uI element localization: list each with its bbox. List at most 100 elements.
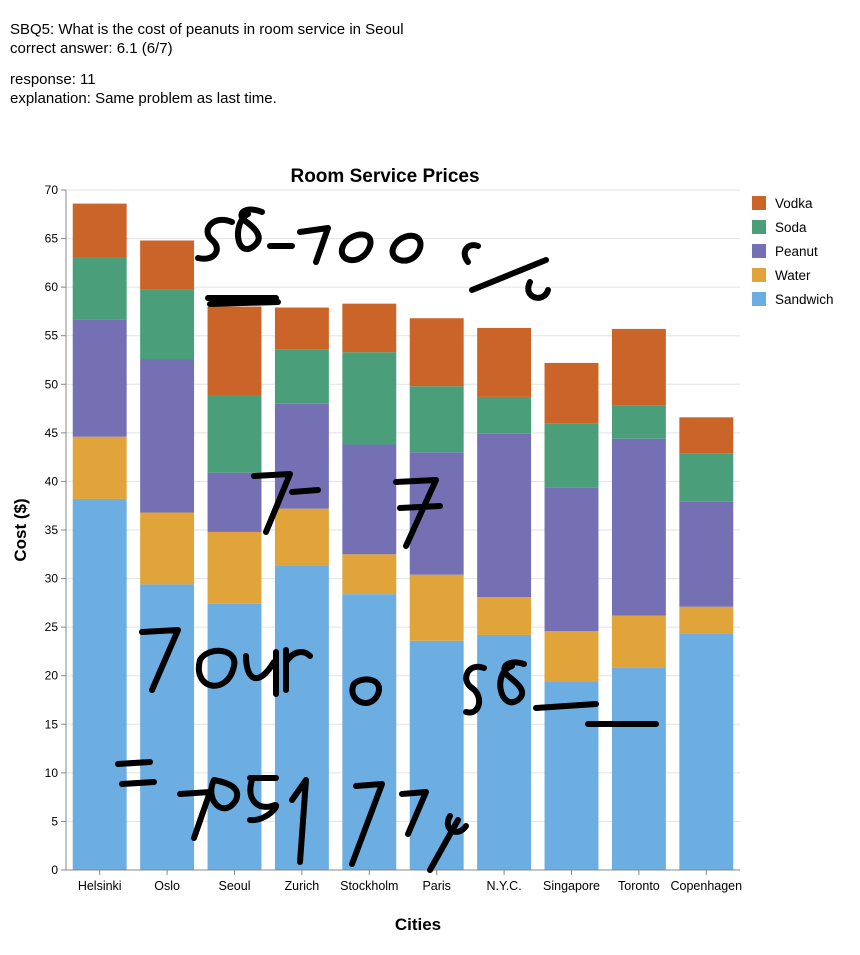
scribble-7-out-of-58 [139, 627, 659, 727]
scribble-equals-percent [115, 759, 469, 873]
bar-segment-water [611, 615, 666, 668]
bar-segment-sandwich [679, 633, 734, 870]
bar-segment-water [544, 631, 599, 682]
y-tick-label: 5 [51, 814, 58, 828]
bar-segment-vodka [544, 362, 599, 424]
bar-segment-peanut [72, 319, 127, 437]
scribble-7-7 [251, 471, 443, 549]
y-tick-label: 35 [45, 523, 59, 537]
y-tick-label: 65 [45, 232, 59, 246]
legend-swatch-vodka [752, 196, 766, 210]
bar-segment-soda [72, 257, 127, 320]
legend-label-peanut: Peanut [775, 244, 818, 259]
bar-segment-soda [274, 349, 329, 404]
scribble-58-percent [195, 206, 551, 301]
legend-label-sandwich: Sandwich [775, 292, 834, 307]
legend-swatch-sandwich [752, 292, 766, 306]
x-tick-label: Stockholm [340, 879, 398, 893]
bar-segment-sandwich [544, 681, 599, 870]
x-axis-title: Cities [395, 915, 441, 934]
bar-segment-soda [611, 405, 666, 439]
y-tick-label: 70 [45, 183, 59, 197]
legend-label-water: Water [775, 268, 811, 283]
legend-swatch-soda [752, 220, 766, 234]
scribble-peanut-line [205, 295, 281, 307]
bar-segment-soda [409, 386, 464, 453]
response-block: response: 11 explanation: Same problem a… [10, 70, 277, 108]
bar-segment-soda [342, 352, 397, 445]
bar-segment-water [477, 597, 532, 635]
bar-segment-vodka [477, 327, 532, 397]
y-axis-title: Cost ($) [11, 498, 30, 561]
x-tick-label: Helsinki [78, 879, 122, 893]
y-tick-label: 40 [45, 474, 59, 488]
bar-segment-water [274, 508, 329, 566]
x-tick-label: Toronto [618, 879, 660, 893]
bar-segment-vodka [679, 417, 734, 454]
bar-segment-peanut [207, 472, 262, 532]
bar-segment-water [342, 554, 397, 595]
bar-segment-soda [207, 395, 262, 473]
legend-label-vodka: Vodka [775, 196, 813, 211]
x-tick-label: Paris [422, 879, 450, 893]
y-tick-label: 55 [45, 329, 59, 343]
bar-segment-sandwich [72, 498, 127, 870]
bar-segment-soda [140, 289, 195, 360]
bar-segment-water [207, 531, 262, 604]
x-tick-label: Singapore [543, 879, 600, 893]
explanation-text: explanation: Same problem as last time. [10, 90, 277, 107]
x-tick-label: Seoul [219, 879, 251, 893]
bar-segment-soda [477, 396, 532, 434]
bar-segment-vodka [274, 307, 329, 350]
bar-segment-vodka [342, 303, 397, 353]
question-block: SBQ5: What is the cost of peanuts in roo… [10, 20, 404, 58]
bar-segment-vodka [409, 318, 464, 387]
bar-segment-peanut [342, 444, 397, 555]
legend-swatch-peanut [752, 244, 766, 258]
bar-segment-sandwich [207, 603, 262, 870]
bar-segment-peanut [611, 438, 666, 616]
y-tick-label: 60 [45, 280, 59, 294]
y-tick-label: 45 [45, 426, 59, 440]
bar-segment-peanut [679, 501, 734, 607]
x-tick-label: Oslo [154, 879, 180, 893]
x-tick-label: Zurich [285, 879, 320, 893]
bar-segment-sandwich [409, 640, 464, 870]
x-tick-label: Copenhagen [670, 879, 742, 893]
bar-segment-peanut [544, 487, 599, 632]
question-text: SBQ5: What is the cost of peanuts in roo… [10, 21, 404, 38]
bar-segment-sandwich [342, 594, 397, 870]
response-text: response: 11 [10, 71, 96, 88]
bar-segment-water [679, 606, 734, 634]
bar-segment-soda [679, 453, 734, 502]
bar-segment-peanut [477, 433, 532, 598]
y-tick-label: 50 [45, 377, 59, 391]
legend-swatch-water [752, 268, 766, 282]
bar-segment-water [140, 512, 195, 585]
bar-segment-vodka [72, 203, 127, 258]
bar-segment-water [72, 436, 127, 499]
handwritten-annotations [115, 206, 659, 873]
legend: Vodka Soda Peanut Water Sandwich [752, 196, 834, 307]
bar-segment-water [409, 574, 464, 641]
bar-segment-vodka [140, 240, 195, 290]
bar-segment-soda [544, 423, 599, 488]
bar-segment-peanut [140, 359, 195, 513]
bar-segment-vodka [611, 328, 666, 406]
x-tick-label: N.Y.C. [486, 879, 521, 893]
bar-segment-sandwich [611, 667, 666, 870]
legend-label-soda: Soda [775, 220, 807, 235]
y-tick-label: 20 [45, 669, 59, 683]
bars [72, 203, 734, 870]
chart-title: Room Service Prices [290, 166, 479, 187]
correct-answer-text: correct answer: 6.1 (6/7) [10, 40, 173, 57]
y-tick-label: 10 [45, 766, 59, 780]
y-tick-label: 0 [51, 863, 58, 877]
y-tick-label: 25 [45, 620, 59, 634]
bar-segment-vodka [207, 306, 262, 396]
y-tick-label: 30 [45, 572, 59, 586]
axes: 0 5 10 15 20 25 30 35 40 45 50 55 60 65 70 Helsinki Oslo… [45, 183, 742, 893]
y-tick-label: 15 [45, 717, 59, 731]
bar-segment-sandwich [140, 584, 195, 870]
